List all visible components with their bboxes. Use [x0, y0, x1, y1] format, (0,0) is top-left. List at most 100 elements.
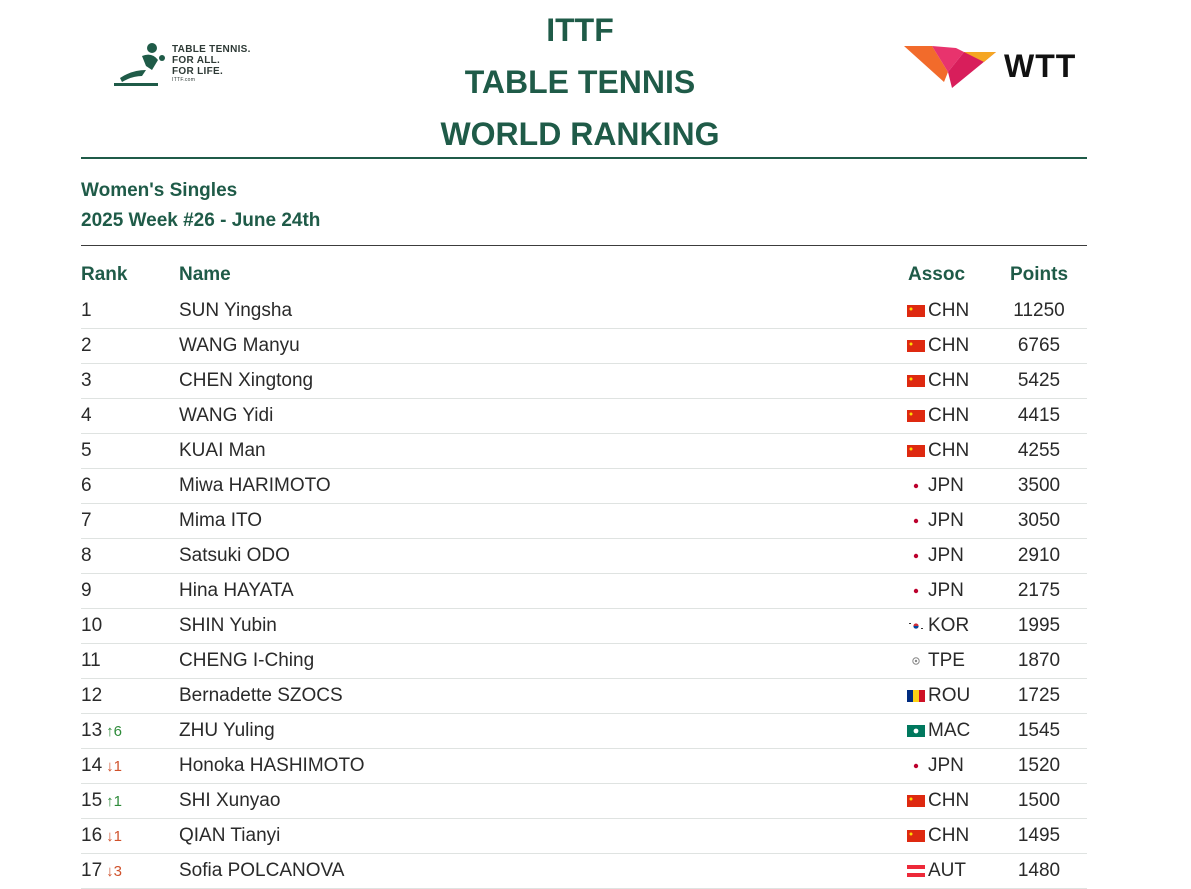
assoc-code: CHN [928, 335, 970, 356]
ittf-slogan: TABLE TENNIS. FOR ALL. FOR LIFE. ITTF.co… [172, 44, 251, 83]
assoc-code: JPN [928, 475, 964, 496]
rank-value: 3 [81, 370, 92, 391]
flag-icon [907, 370, 928, 391]
rank-change-indicator: ↓3 [106, 863, 122, 880]
player-name: WANG Manyu [179, 335, 300, 356]
player-name: KUAI Man [179, 440, 266, 461]
rank-value: 13 [81, 720, 103, 741]
page-header: TABLE TENNIS. FOR ALL. FOR LIFE. ITTF.co… [0, 0, 1191, 160]
assoc-cell: JPN [907, 755, 964, 777]
assoc-cell: CHN [907, 300, 969, 322]
points-value: 6765 [1017, 335, 1061, 356]
col-header-rank: Rank [81, 264, 128, 285]
flag-icon [907, 510, 928, 531]
flag-icon [907, 825, 928, 846]
rank-cell: 2 [81, 335, 92, 357]
player-name: Hina HAYATA [179, 580, 294, 601]
points-value: 1870 [1017, 650, 1061, 671]
table-row: 9 Hina HAYATA JPN 2175 [81, 574, 1087, 609]
header-divider [81, 157, 1087, 159]
points-value: 2175 [1017, 580, 1061, 601]
assoc-code: CHN [928, 370, 970, 391]
rank-value: 10 [81, 615, 103, 636]
flag-icon [907, 335, 928, 356]
table-row: 11 CHENG I-Ching TPE 1870 [81, 644, 1087, 679]
rank-cell: 16 ↓1 [81, 825, 122, 847]
table-row: 13 ↑6 ZHU Yuling MAC 1545 [81, 714, 1087, 749]
points-value: 4255 [1017, 440, 1061, 461]
ittf-player-icon [114, 43, 165, 86]
assoc-cell: TPE [907, 650, 965, 672]
rank-cell: 13 ↑6 [81, 720, 122, 742]
assoc-code: CHN [928, 440, 970, 461]
assoc-cell: CHN [907, 825, 969, 847]
assoc-cell: CHN [907, 370, 969, 392]
rank-value: 12 [81, 685, 103, 706]
rank-cell: 15 ↑1 [81, 790, 122, 812]
rank-value: 5 [81, 440, 92, 461]
rank-cell: 17 ↓3 [81, 860, 122, 882]
assoc-code: TPE [928, 650, 965, 671]
table-row: 7 Mima ITO JPN 3050 [81, 504, 1087, 539]
wtt-mark-icon [904, 46, 996, 88]
assoc-cell: CHN [907, 440, 969, 462]
player-name: Miwa HARIMOTO [179, 475, 331, 496]
flag-icon [907, 405, 928, 426]
points-value: 1500 [1017, 790, 1061, 811]
player-name: Mima ITO [179, 510, 263, 531]
slogan-url: ITTF.com [172, 77, 196, 83]
flag-icon [907, 720, 928, 741]
points-value: 5425 [1017, 370, 1061, 391]
table-row: 15 ↑1 SHI Xunyao CHN 1500 [81, 784, 1087, 819]
player-name: SUN Yingsha [179, 300, 293, 321]
ranking-table: 1 SUN Yingsha CHN 11250 2 WANG Manyu CHN 6765 3 C… [81, 294, 1087, 889]
assoc-cell: JPN [907, 510, 964, 532]
week-label: 2025 Week #26 - June 24th [81, 210, 321, 231]
flag-icon [907, 860, 928, 881]
slogan-line: TABLE TENNIS. [172, 44, 251, 55]
rank-value: 16 [81, 825, 103, 846]
rank-cell: 12 [81, 685, 102, 707]
rank-value: 4 [81, 405, 92, 426]
flag-icon [907, 440, 928, 461]
rank-value: 17 [81, 860, 103, 881]
assoc-code: CHN [928, 300, 970, 321]
rank-cell: 14 ↓1 [81, 755, 122, 777]
player-name: SHI Xunyao [179, 790, 281, 811]
rank-change-indicator: ↑6 [106, 723, 122, 740]
table-row: 8 Satsuki ODO JPN 2910 [81, 539, 1087, 574]
rank-cell: 10 [81, 615, 102, 637]
rank-value: 8 [81, 545, 92, 566]
assoc-cell: JPN [907, 545, 964, 567]
col-header-assoc: Assoc [908, 264, 966, 285]
player-name: ZHU Yuling [179, 720, 275, 741]
table-row: 3 CHEN Xingtong CHN 5425 [81, 364, 1087, 399]
rank-cell: 9 [81, 580, 92, 602]
assoc-code: JPN [928, 545, 964, 566]
flag-icon [907, 580, 928, 601]
flag-icon [907, 755, 928, 776]
rank-cell: 5 [81, 440, 92, 462]
points-value: 3500 [1017, 475, 1061, 496]
flag-icon [907, 685, 928, 706]
rank-cell: 7 [81, 510, 92, 532]
points-value: 4415 [1017, 405, 1061, 426]
table-row: 10 SHIN Yubin KOR 1995 [81, 609, 1087, 644]
rank-cell: 4 [81, 405, 92, 427]
player-name: QIAN Tianyi [179, 825, 281, 846]
ittf-logo: TABLE TENNIS. FOR ALL. FOR LIFE. ITTF.co… [112, 40, 282, 92]
assoc-cell: CHN [907, 405, 969, 427]
points-value: 1995 [1017, 615, 1061, 636]
rank-value: 2 [81, 335, 92, 356]
player-name: Satsuki ODO [179, 545, 290, 566]
assoc-code: JPN [928, 755, 964, 776]
assoc-code: AUT [928, 860, 966, 881]
table-row: 1 SUN Yingsha CHN 11250 [81, 294, 1087, 329]
table-row: 5 KUAI Man CHN 4255 [81, 434, 1087, 469]
rank-cell: 8 [81, 545, 92, 567]
flag-icon [907, 475, 928, 496]
assoc-cell: MAC [907, 720, 970, 742]
page-title: ITTF TABLE TENNIS WORLD RANKING [380, 4, 780, 160]
flag-icon [907, 650, 928, 671]
assoc-code: JPN [928, 580, 964, 601]
